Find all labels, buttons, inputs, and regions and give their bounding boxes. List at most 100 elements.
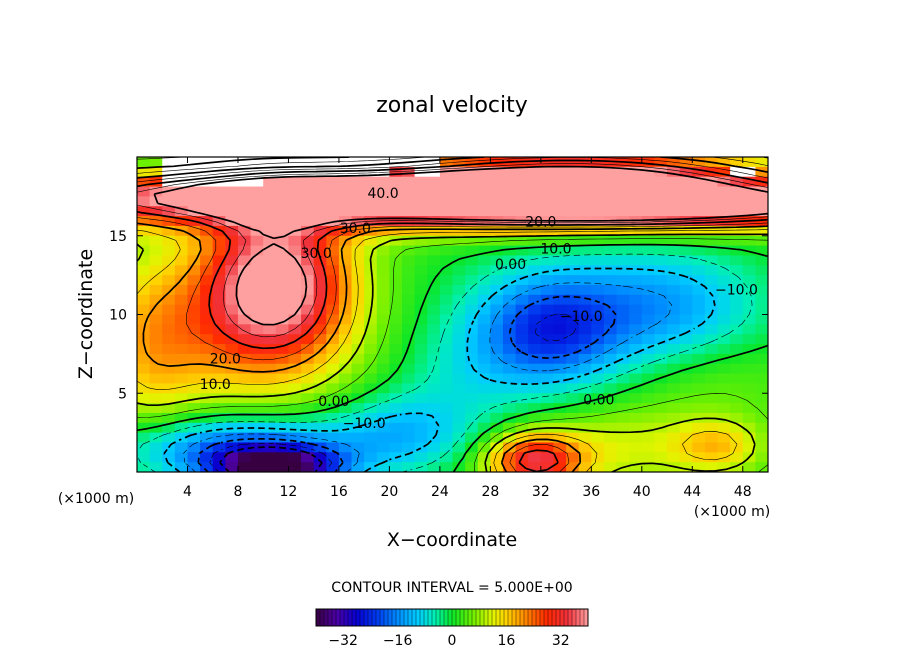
field-cell	[578, 245, 592, 257]
field-cell	[477, 225, 491, 237]
field-cell	[364, 186, 378, 197]
field-cell	[528, 265, 542, 276]
field-cell	[477, 255, 491, 266]
field-cell	[275, 393, 290, 404]
contour-interval-label: CONTOUR INTERVAL = 5.000E+00	[331, 580, 572, 596]
colorbar-swatch	[544, 609, 549, 626]
field-cell	[566, 324, 580, 335]
field-cell	[528, 245, 542, 257]
field-cell	[465, 324, 479, 335]
field-cell	[301, 196, 315, 207]
field-cell	[301, 393, 315, 404]
field-cell	[137, 452, 151, 463]
field-cell	[200, 265, 214, 276]
field-cell	[275, 157, 290, 168]
field-cell	[742, 186, 756, 197]
field-cell	[338, 324, 353, 335]
field-cell	[364, 383, 378, 394]
contour-line	[137, 157, 768, 472]
field-cell	[452, 314, 466, 325]
contour-label: 10.0	[540, 241, 571, 257]
field-cell	[162, 363, 176, 375]
field-cell	[704, 284, 719, 296]
field-cell	[490, 304, 504, 316]
field-cell	[174, 294, 189, 306]
field-cell	[477, 216, 491, 227]
field-cell	[730, 304, 744, 316]
field-cell	[414, 206, 428, 217]
field-cell	[717, 403, 731, 414]
field-cell	[528, 442, 542, 453]
colorbar-swatch	[516, 609, 521, 626]
field-cell	[174, 245, 189, 257]
field-cell	[465, 334, 479, 345]
field-cell	[566, 157, 580, 168]
field-cell	[263, 314, 277, 325]
field-cell	[364, 403, 378, 414]
field-cell	[288, 373, 302, 384]
field-cell	[591, 314, 605, 325]
contour-line	[153, 165, 768, 326]
contour-line	[209, 313, 579, 472]
field-cell	[679, 235, 693, 247]
field-cell	[603, 383, 618, 394]
field-cell	[452, 284, 466, 296]
field-cell	[730, 284, 744, 296]
field-cell	[275, 196, 290, 207]
field-cell	[502, 275, 517, 286]
field-cell	[237, 284, 252, 296]
field-cell	[263, 373, 277, 384]
field-cell	[364, 442, 378, 453]
field-cell	[629, 452, 643, 463]
colorbar-frame	[315, 608, 589, 627]
field-cell	[730, 353, 744, 365]
field-cell	[704, 324, 719, 335]
field-cell	[200, 462, 214, 472]
field-cell	[755, 314, 768, 325]
field-cell	[225, 412, 239, 424]
field-cell	[553, 284, 567, 296]
field-cell	[502, 383, 517, 394]
field-cell	[679, 393, 693, 404]
field-cell	[402, 403, 416, 414]
field-cell	[250, 294, 264, 306]
field-cell	[667, 383, 681, 394]
field-cell	[402, 196, 416, 207]
field-cell	[187, 235, 201, 247]
field-cell	[654, 432, 668, 444]
field-cell	[389, 255, 403, 266]
field-cell	[376, 383, 390, 394]
field-cell	[313, 373, 327, 384]
field-cell	[225, 275, 239, 286]
field-cell	[742, 206, 756, 217]
field-cell	[490, 284, 504, 296]
field-cell	[452, 166, 466, 178]
field-cell	[162, 334, 176, 345]
field-cell	[730, 412, 744, 424]
field-cell	[629, 245, 643, 257]
field-cell	[174, 452, 189, 463]
field-cell	[162, 344, 176, 355]
field-cell	[465, 383, 479, 394]
field-cell	[742, 334, 756, 345]
field-cell	[679, 442, 693, 453]
colorbar-swatch	[336, 609, 341, 626]
field-cell	[351, 403, 365, 414]
field-cell	[515, 294, 529, 306]
field-cell	[301, 176, 315, 188]
field-cell	[755, 186, 768, 197]
field-cell	[162, 403, 176, 414]
field-cell	[578, 462, 592, 472]
field-cell	[288, 196, 302, 207]
field-cell	[553, 176, 567, 188]
field-cell	[679, 196, 693, 207]
field-cell	[553, 304, 567, 316]
field-cell	[578, 176, 592, 188]
field-cell	[263, 383, 277, 394]
field-cell	[288, 186, 302, 197]
field-cell	[654, 393, 668, 404]
colorbar-swatch	[436, 609, 441, 626]
colorbar-swatch	[396, 609, 401, 626]
field-cell	[326, 245, 340, 257]
field-cell	[402, 412, 416, 424]
